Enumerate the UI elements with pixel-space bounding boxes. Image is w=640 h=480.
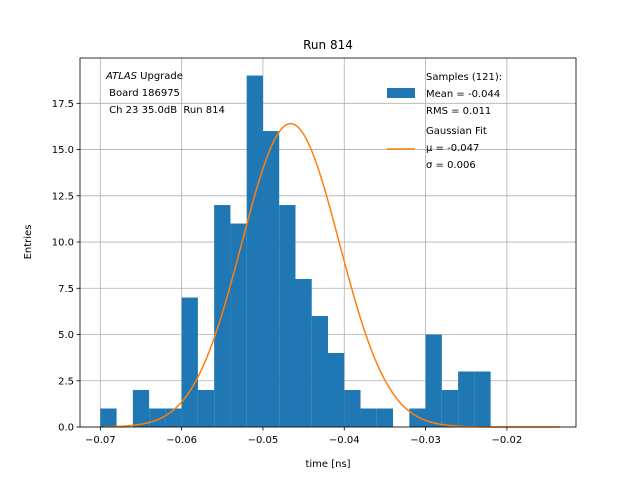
y-tick-label: 17.5 <box>52 99 74 110</box>
histogram-bar <box>295 279 312 427</box>
x-axis-ticks: −0.07 −0.06 −0.05 −0.04 −0.03 −0.02 <box>85 427 522 446</box>
x-tick-label: −0.07 <box>85 435 116 446</box>
x-tick-label: −0.04 <box>329 435 360 446</box>
histogram-bar <box>441 390 459 427</box>
x-tick-label: −0.05 <box>248 435 279 446</box>
y-tick-label: 7.5 <box>58 284 74 295</box>
legend-samples-title: Samples (121): <box>426 72 502 83</box>
legend-samples-swatch <box>387 88 415 98</box>
legend-samples-mean: Mean = -0.044 <box>426 89 500 100</box>
histogram-bar <box>344 390 361 427</box>
histogram-bar <box>132 390 150 427</box>
histogram-bar <box>214 205 231 427</box>
histogram-bar <box>165 408 182 427</box>
y-axis-label: Entries <box>23 225 34 260</box>
x-tick-label: −0.06 <box>166 435 197 446</box>
histogram-bar <box>149 408 166 427</box>
histogram-bar <box>197 390 215 427</box>
legend: Samples (121): Mean = -0.044 RMS = 0.011… <box>387 72 502 171</box>
annotation-atlas: ATLAS <box>105 71 138 82</box>
y-tick-label: 15.0 <box>52 145 74 156</box>
y-tick-label: 5.0 <box>58 330 74 341</box>
legend-fit-sigma: σ = 0.006 <box>426 160 476 171</box>
histogram-bar <box>311 316 328 427</box>
x-tick-label: −0.02 <box>492 435 523 446</box>
histogram-bar <box>360 408 377 427</box>
histogram-bar <box>328 353 345 427</box>
plot-frame <box>79 57 577 428</box>
histogram-bar <box>262 131 280 427</box>
annotation-line-3: Ch 23 35.0dB Run 814 <box>106 105 225 116</box>
histogram-bar <box>409 408 426 427</box>
y-tick-label: 12.5 <box>52 191 74 202</box>
y-tick-label: 2.5 <box>58 376 74 387</box>
x-tick-label: −0.03 <box>410 435 441 446</box>
y-tick-label: 0.0 <box>58 423 74 434</box>
histogram-bar <box>246 75 263 428</box>
histogram-bar <box>100 408 117 427</box>
histogram-bar <box>458 371 475 427</box>
histogram-bar <box>376 408 394 427</box>
histogram-bar <box>279 205 296 427</box>
chart-title: Run 814 <box>303 38 353 52</box>
y-axis-ticks: 0.0 2.5 5.0 7.5 10.0 12.5 15.0 17.5 <box>52 99 80 434</box>
histogram-bar <box>425 334 442 427</box>
legend-fit-mu: μ = -0.047 <box>426 143 479 154</box>
x-axis-label: time [ns] <box>305 459 350 470</box>
annotation-line-1: ATLAS Upgrade <box>105 71 183 82</box>
histogram-bars <box>100 75 491 428</box>
annotation-line-2: Board 186975 <box>106 88 180 99</box>
annotation-box: ATLAS Upgrade Board 186975 Ch 23 35.0dB … <box>105 71 225 116</box>
histogram-bar <box>181 297 198 427</box>
histogram-bar <box>230 223 247 427</box>
annotation-upgrade: Upgrade <box>137 71 183 82</box>
legend-samples-rms: RMS = 0.011 <box>426 106 491 117</box>
legend-fit-title: Gaussian Fit <box>426 126 487 137</box>
histogram-bar <box>474 371 491 427</box>
y-tick-label: 10.0 <box>52 238 74 249</box>
